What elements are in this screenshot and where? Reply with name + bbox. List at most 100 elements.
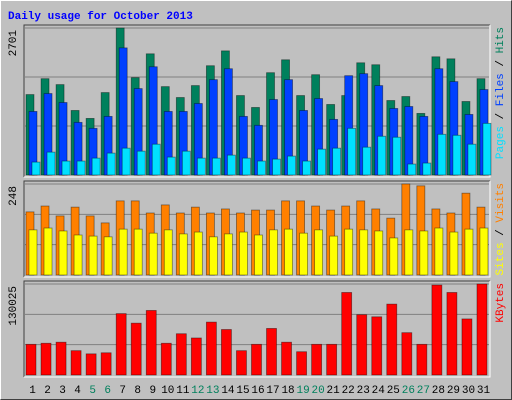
bar xyxy=(347,127,357,176)
bar xyxy=(190,337,202,376)
y-tick-label: 130025 xyxy=(8,286,20,326)
bar xyxy=(91,157,101,176)
bar xyxy=(43,227,53,276)
bar xyxy=(386,303,398,376)
bar xyxy=(28,229,38,276)
bar xyxy=(461,318,473,376)
bar xyxy=(467,143,477,176)
bar xyxy=(416,343,428,376)
bar xyxy=(236,350,247,376)
x-tick-label: 21 xyxy=(327,385,341,397)
bar xyxy=(205,321,217,376)
bar xyxy=(374,230,384,276)
bar xyxy=(407,163,417,176)
bar xyxy=(181,150,191,176)
bar xyxy=(266,328,277,376)
legend-entry: Hits xyxy=(495,27,507,53)
legend: Pages / Files / Hits xyxy=(495,27,507,159)
bar xyxy=(55,341,67,376)
bar xyxy=(482,122,492,176)
bar xyxy=(103,236,113,276)
legend-separator: / xyxy=(495,223,507,243)
bar xyxy=(136,150,146,176)
x-tick-label: 14 xyxy=(221,385,235,397)
bar xyxy=(362,146,372,176)
bar xyxy=(377,135,387,176)
bar xyxy=(88,235,98,276)
bar xyxy=(163,229,173,276)
x-tick-label: 12 xyxy=(191,385,204,397)
bar xyxy=(311,343,323,376)
bar xyxy=(341,292,353,376)
x-tick-label: 30 xyxy=(462,385,475,397)
bar xyxy=(251,343,262,376)
bar xyxy=(401,332,413,376)
x-tick-label: 10 xyxy=(161,385,174,397)
bar xyxy=(115,313,127,376)
bar xyxy=(392,136,402,176)
x-tick-label: 24 xyxy=(372,385,386,397)
x-tick-label: 4 xyxy=(74,385,81,397)
bar xyxy=(419,230,429,276)
legend: Sites / Visits xyxy=(495,183,507,275)
bar xyxy=(73,234,83,276)
x-tick-label: 5 xyxy=(89,385,96,397)
bar xyxy=(257,160,266,176)
bar xyxy=(281,341,292,376)
bar xyxy=(479,227,489,276)
bar xyxy=(239,231,248,276)
x-tick-label: 18 xyxy=(281,385,294,397)
bar xyxy=(40,342,52,376)
bar xyxy=(296,351,307,376)
bar xyxy=(356,314,368,376)
x-tick-label: 16 xyxy=(251,385,264,397)
bar xyxy=(31,161,41,176)
panel-edge xyxy=(24,281,491,378)
bar xyxy=(389,237,399,276)
bar xyxy=(476,283,488,376)
bar xyxy=(431,284,443,376)
x-tick-label: 31 xyxy=(477,385,491,397)
bar xyxy=(178,233,188,276)
bar xyxy=(299,232,308,276)
bar xyxy=(25,343,37,376)
bar xyxy=(371,316,383,376)
bar xyxy=(404,229,414,276)
x-tick-label: 2 xyxy=(44,385,51,397)
bar xyxy=(70,350,82,376)
bar xyxy=(145,310,157,376)
bar xyxy=(434,227,444,276)
x-tick-label: 1 xyxy=(29,385,36,397)
x-tick-label: 13 xyxy=(206,385,219,397)
bar xyxy=(227,154,236,176)
legend-entry: KBytes xyxy=(495,283,507,323)
y-tick-label: 2701 xyxy=(8,30,20,57)
bar xyxy=(317,148,327,176)
panel-edge xyxy=(23,24,490,177)
bar xyxy=(221,329,232,376)
x-tick-label: 8 xyxy=(134,385,141,397)
legend-entry: Pages xyxy=(495,126,507,159)
x-tick-label: 20 xyxy=(312,385,325,397)
bar xyxy=(100,352,112,376)
legend-entry: Visits xyxy=(495,183,507,223)
bar xyxy=(175,333,187,376)
chart-title: Daily usage for October 2013 xyxy=(8,11,193,23)
x-tick-label: 15 xyxy=(236,385,249,397)
x-tick-label: 22 xyxy=(342,385,355,397)
bar xyxy=(130,322,142,376)
bar xyxy=(121,147,131,176)
x-tick-label: 9 xyxy=(149,385,156,397)
legend-separator: / xyxy=(495,53,507,73)
bar xyxy=(437,133,447,176)
bar xyxy=(106,152,116,176)
legend-entry: Files xyxy=(495,73,507,106)
bar xyxy=(193,231,203,276)
bar xyxy=(422,162,432,176)
bar xyxy=(269,229,278,276)
bar xyxy=(148,232,158,276)
bar xyxy=(224,233,233,276)
bar xyxy=(242,157,251,176)
